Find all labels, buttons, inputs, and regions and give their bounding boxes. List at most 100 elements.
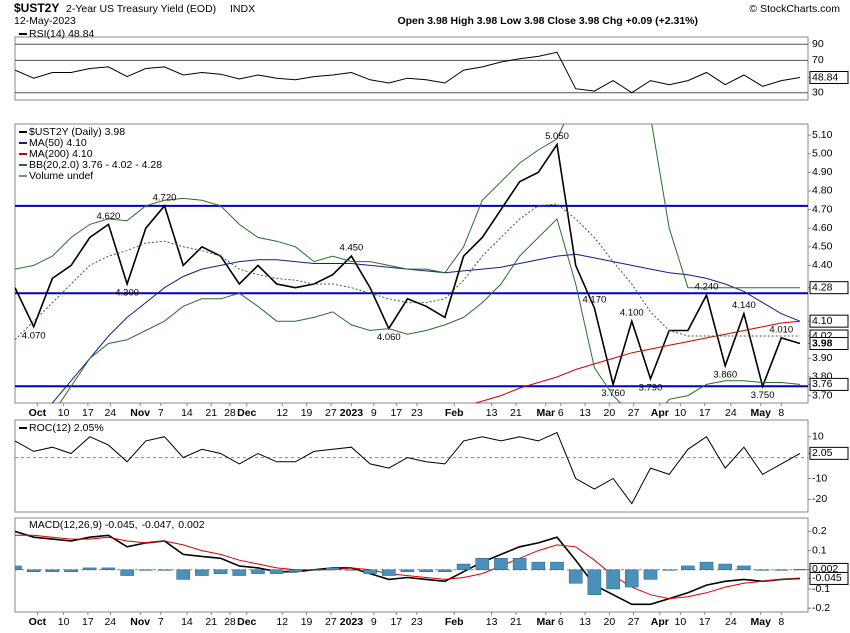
x-tick-label: 12 <box>276 616 288 628</box>
histogram-bar <box>755 569 770 571</box>
x-tick-label: 14 <box>181 407 193 419</box>
current-value-box <box>809 314 849 328</box>
y-tick-label: 5.10 <box>812 129 833 141</box>
symbol: $UST2Y <box>14 1 59 15</box>
histogram-bar <box>269 569 284 574</box>
x-tick-label: 21 <box>205 616 217 628</box>
credit: © StockCharts.com <box>749 3 840 15</box>
x-tick-label: 17 <box>82 616 94 628</box>
y-tick-label: 3.76 <box>812 378 833 390</box>
x-tick-label: 20 <box>604 616 616 628</box>
x-tick-label: 17 <box>390 407 402 419</box>
plot-area <box>15 530 808 606</box>
y-tick-label: 70 <box>812 54 824 66</box>
y-tick-label: -10 <box>812 472 827 484</box>
histogram-bar <box>213 569 228 574</box>
y-tick-label: 48.84 <box>812 71 838 83</box>
histogram-bar <box>15 565 22 571</box>
price-annotation: 4.620 <box>97 211 121 222</box>
series-line <box>59 217 801 403</box>
x-tick-label: 24 <box>104 407 116 419</box>
histogram-bar <box>363 569 377 574</box>
y-tick-label: 10 <box>812 431 824 443</box>
series-line <box>15 51 801 94</box>
quote: Open 3.98 High 3.98 Low 3.98 Close 3.98 … <box>397 15 698 27</box>
series-line <box>15 203 800 341</box>
x-tick-label: 8 <box>778 407 784 419</box>
price-annotation: 4.450 <box>340 243 364 254</box>
y-tick-label: 3.90 <box>812 352 833 364</box>
x-tick-label: 19 <box>301 407 313 419</box>
x-tick-label: 23 <box>411 616 423 628</box>
histogram-bar <box>288 569 303 572</box>
histogram-bar <box>157 569 172 571</box>
histogram-bar <box>793 569 807 571</box>
y-tick-label: 4.10 <box>812 315 833 327</box>
legend-entry: Volume undef <box>29 170 93 182</box>
x-tick-label: 7 <box>158 407 164 419</box>
date: 12-May-2023 <box>14 15 76 27</box>
y-tick-label: -0.2 <box>812 602 830 614</box>
panel-frame <box>14 419 809 513</box>
x-tick-label: 8 <box>778 616 784 628</box>
x-tick-label: 24 <box>104 616 116 628</box>
histogram-bar <box>494 558 508 571</box>
current-value-box <box>809 336 849 350</box>
x-tick-label: 9 <box>371 616 377 628</box>
x-tick-label: 17 <box>82 407 94 419</box>
x-tick-label: 24 <box>725 616 737 628</box>
x-tick-label: 28 <box>224 407 236 419</box>
y-tick-label: 0.1 <box>812 544 827 556</box>
histogram-bar <box>568 569 583 584</box>
x-tick-label: 17 <box>699 616 711 628</box>
series-line <box>474 320 801 403</box>
x-tick-label: Oct <box>29 407 47 419</box>
x-tick-label: Dec <box>237 616 256 628</box>
x-tick-label: 27 <box>325 407 337 419</box>
x-tick-label: 13 <box>486 407 498 419</box>
x-tick-label: 12 <box>276 407 288 419</box>
price-annotation: 3.750 <box>751 390 775 401</box>
histogram-bar <box>531 561 546 571</box>
x-tick-label: Apr <box>651 616 669 628</box>
x-tick-label: Mar <box>536 407 555 419</box>
x-tick-label: 23 <box>411 407 423 419</box>
price-annotation: 4.070 <box>22 330 46 341</box>
legend-entry: BB(20,2.0) 3.76 - 4.02 - 4.28 <box>29 159 162 171</box>
x-tick-label: 21 <box>510 407 522 419</box>
series-line <box>15 431 801 505</box>
current-value-box <box>809 571 849 585</box>
histogram-bar <box>101 567 116 571</box>
histogram-bar <box>120 569 134 576</box>
histogram-bar <box>232 569 247 576</box>
y-tick-label: 4.50 <box>812 241 833 253</box>
panel-frame <box>14 36 809 101</box>
price-annotation: 3.790 <box>639 382 663 393</box>
histogram-bar <box>699 561 714 571</box>
x-tick-label: 10 <box>675 407 687 419</box>
price-annotation: 3.760 <box>601 388 625 399</box>
plot-area <box>15 43 808 94</box>
x-tick-label: Oct <box>29 616 47 628</box>
histogram-bar <box>512 558 527 571</box>
histogram-bar <box>344 569 359 571</box>
legend-entry: $UST2Y (Daily) 3.98 <box>29 126 125 138</box>
x-tick-label: 13 <box>579 616 591 628</box>
histogram-bar <box>681 565 695 571</box>
x-tick-label: 2023 <box>340 616 364 628</box>
histogram-bar <box>643 569 658 580</box>
histogram-bar <box>45 569 60 572</box>
y-tick-label: 90 <box>812 38 824 50</box>
x-tick-label: 21 <box>205 407 217 419</box>
y-tick-label: 4.60 <box>812 222 833 234</box>
x-tick-label: 6 <box>558 616 564 628</box>
histogram-bar <box>475 558 490 571</box>
price-annotation: 4.720 <box>153 192 177 203</box>
legend-entry: -0.047, <box>142 519 175 531</box>
histogram-bar <box>737 565 751 571</box>
histogram-bar <box>438 569 452 572</box>
x-tick-label: 17 <box>699 407 711 419</box>
x-tick-label: Feb <box>445 407 464 419</box>
legend-entry: MA(200) 4.10 <box>29 148 93 160</box>
x-tick-label: 9 <box>371 407 377 419</box>
